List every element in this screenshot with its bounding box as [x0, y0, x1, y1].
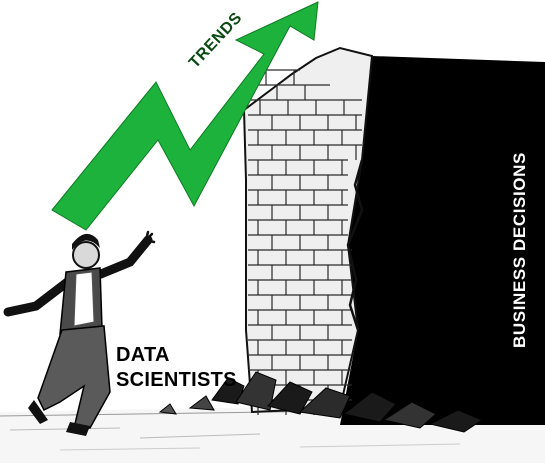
wall-shadow — [340, 56, 545, 425]
business-decisions-label: BUSINESS DECISIONS — [510, 152, 529, 348]
data-scientist-figure — [3, 230, 156, 436]
rubble — [158, 371, 484, 433]
data-scientists-label: DATA SCIENTISTS — [116, 343, 237, 393]
data-scientists-label-line1: DATA — [116, 344, 170, 366]
data-scientists-label-line2: SCIENTISTS — [116, 369, 237, 391]
brick-wall — [242, 46, 374, 415]
trend-arrow — [51, 1, 319, 231]
